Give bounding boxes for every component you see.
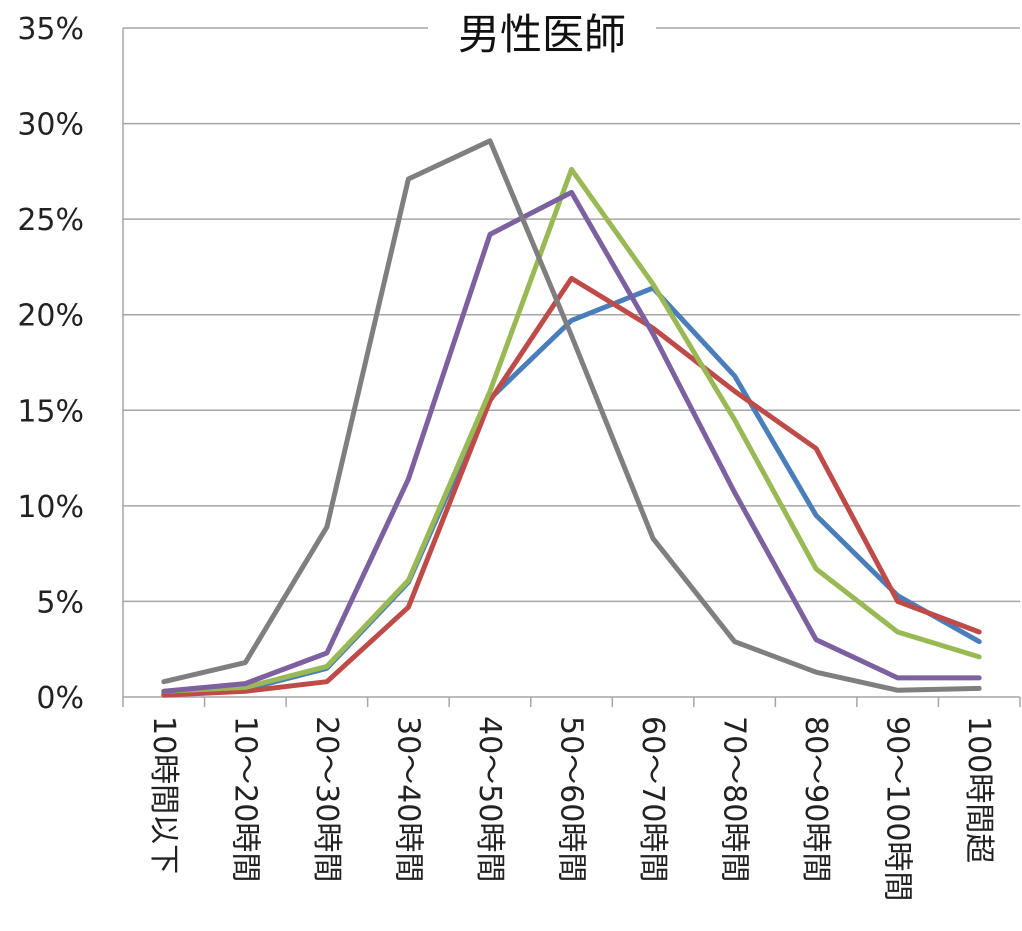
series-line-1 — [161, 285, 982, 696]
title-background — [428, 5, 656, 63]
x-tick-label: 90～100時間 — [880, 716, 915, 901]
x-tick-label: 50～60時間 — [554, 716, 589, 882]
x-tick-label: 10時間以下 — [146, 716, 181, 874]
y-tick-label: 30% — [17, 108, 84, 143]
x-tick-label: 30～40時間 — [390, 716, 425, 882]
x-tick-label: 20～30時間 — [309, 716, 344, 882]
axes — [122, 28, 1021, 707]
series-lines — [161, 138, 982, 698]
y-tick-label: 10% — [17, 490, 84, 525]
y-tick-label: 15% — [17, 394, 84, 429]
gridlines — [123, 27, 1020, 603]
series-line-5 — [161, 138, 982, 693]
y-tick-label: 20% — [17, 299, 84, 334]
x-tick-label: 60～70時間 — [635, 716, 670, 882]
x-tick-label: 80～90時間 — [798, 716, 833, 882]
y-tick-label: 25% — [17, 203, 84, 238]
y-tick-label: 5% — [36, 585, 84, 620]
y-tick-labels: 0% 5% 10% 15% 20% 25% 30% 35% — [17, 12, 84, 716]
series-line-4 — [161, 189, 982, 694]
series-line-3 — [161, 166, 982, 694]
x-tick-label: 70～80時間 — [717, 716, 752, 882]
x-tick-labels: 10時間以下 10～20時間 20～30時間 30～40時間 40～50時間 50～60時… — [146, 716, 996, 901]
chart-title: 男性医師 — [458, 10, 626, 59]
x-tick-label: 40～50時間 — [472, 716, 507, 882]
x-tick-label: 100時間超 — [961, 716, 996, 863]
series-line-2 — [161, 275, 982, 698]
y-tick-label: 35% — [17, 12, 84, 47]
y-tick-label: 0% — [36, 681, 84, 716]
x-tick-label: 10～20時間 — [227, 716, 262, 882]
